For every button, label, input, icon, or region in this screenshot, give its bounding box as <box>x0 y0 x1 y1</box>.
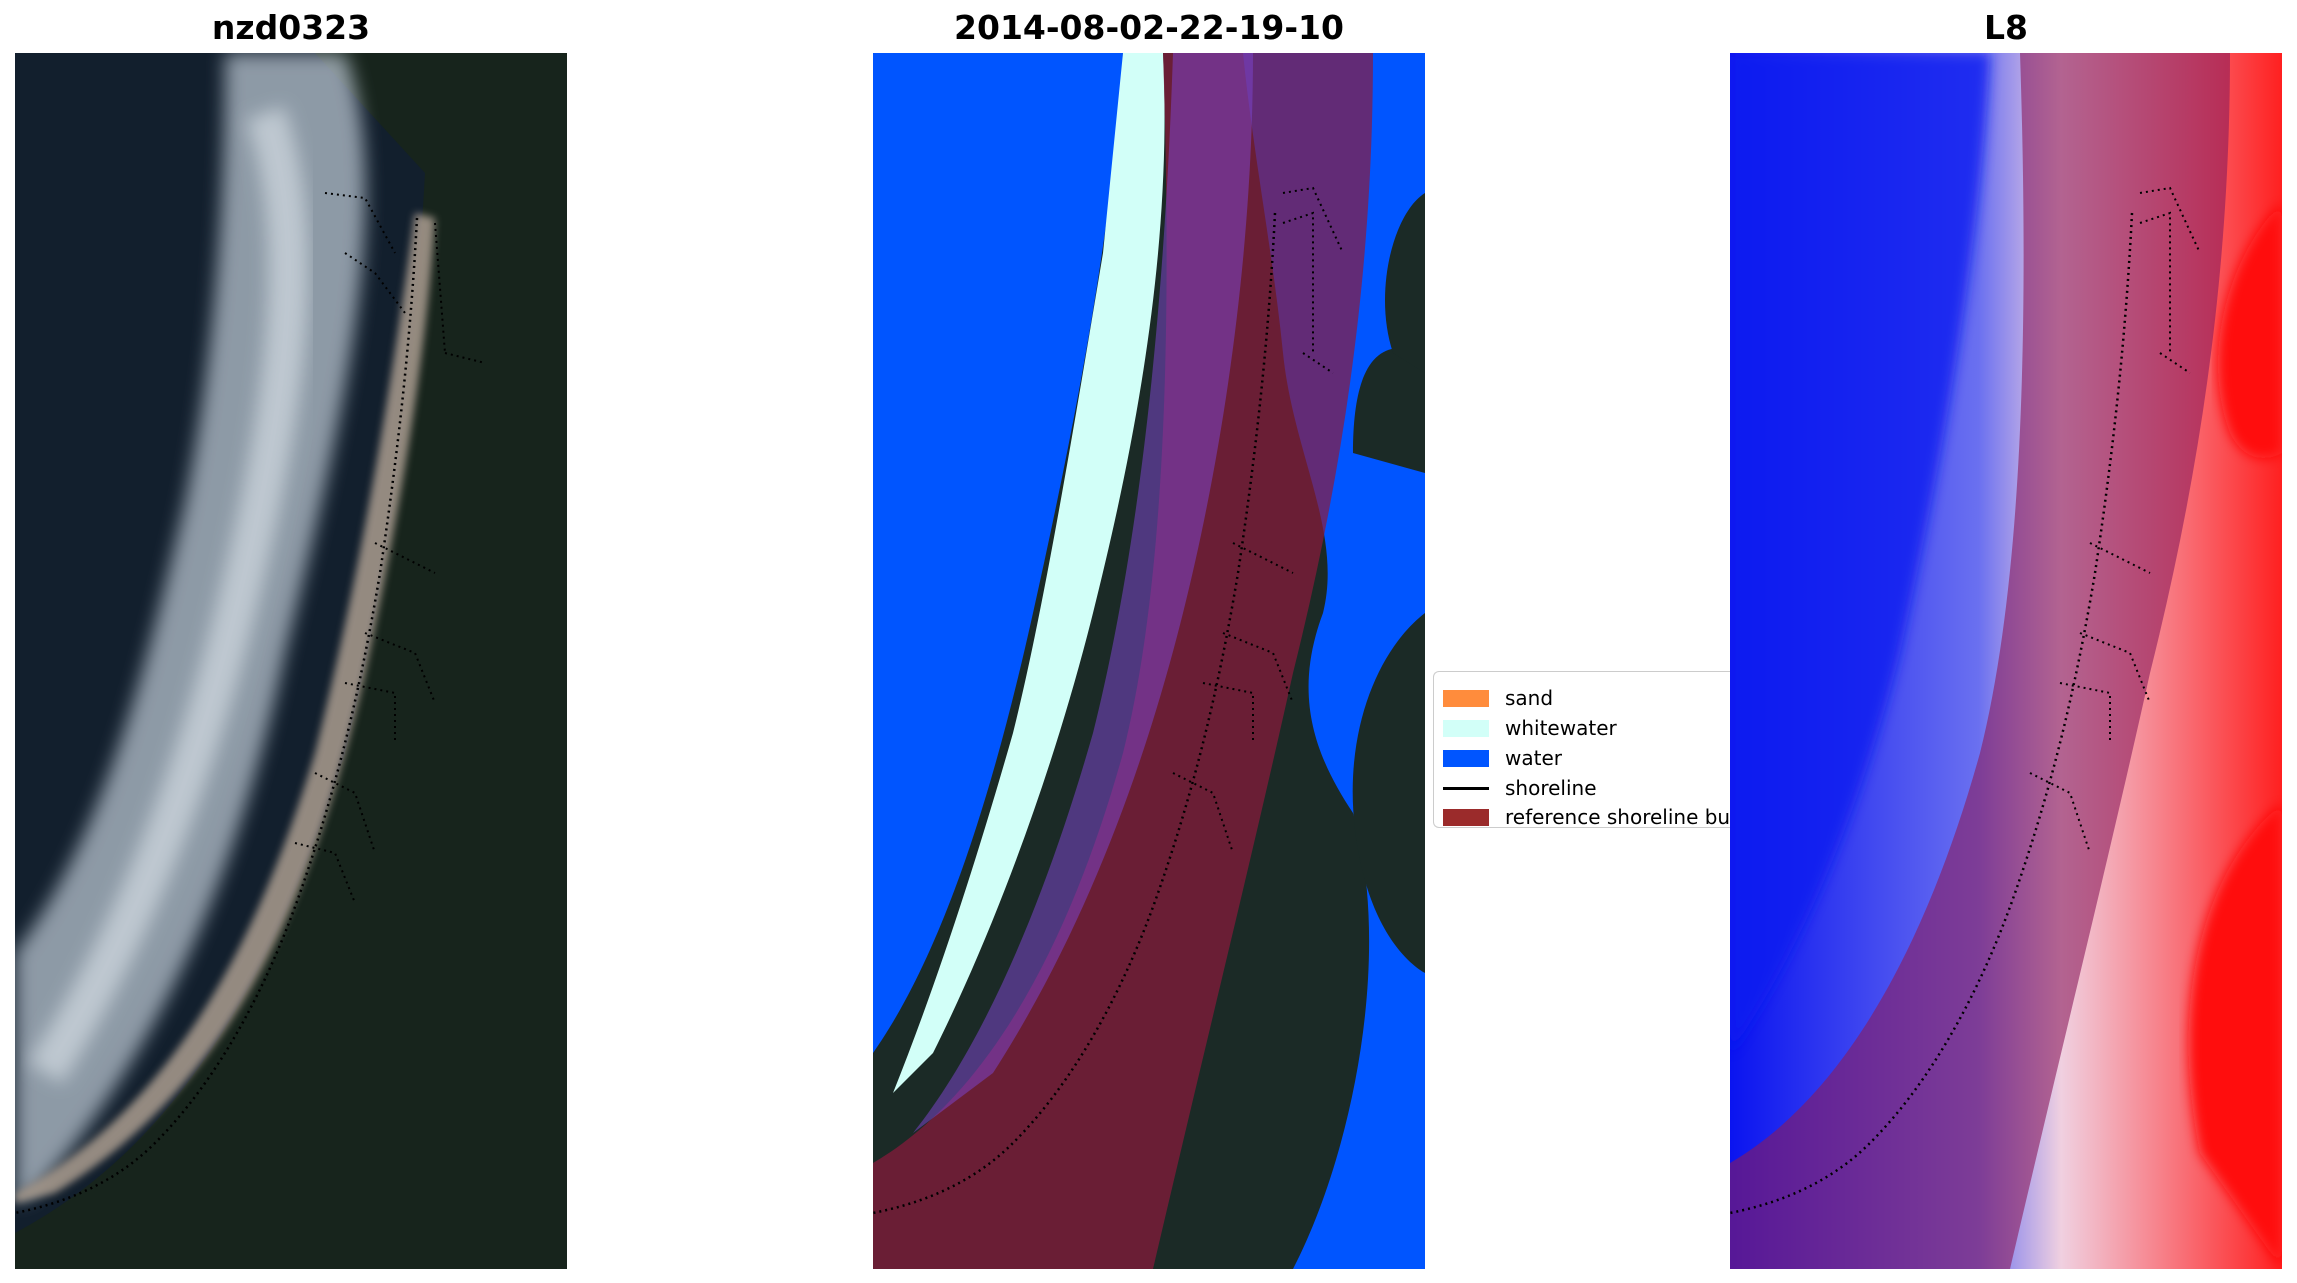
legend-item-water: water <box>1434 743 1562 773</box>
shoreline-index <box>1730 212 2134 1215</box>
legend-item-whitewater: whitewater <box>1434 713 1617 743</box>
panel-title-classified: 2014-08-02-22-19-10 <box>954 8 1344 47</box>
panel-title-index: L8 <box>1984 8 2028 47</box>
legend-swatch-sand <box>1443 689 1489 707</box>
index-image-panel <box>1730 53 2282 1269</box>
legend: sand whitewater water shoreline referenc… <box>1433 671 1733 828</box>
panel-title-rgb: nzd0323 <box>211 8 371 47</box>
legend-item-shoreline: shoreline <box>1434 773 1597 803</box>
legend-label-sand: sand <box>1505 686 1554 710</box>
legend-item-sand: sand <box>1434 683 1553 713</box>
legend-label-whitewater: whitewater <box>1505 716 1617 740</box>
legend-swatch-reference-buffer <box>1443 808 1489 826</box>
rgb-image <box>15 53 567 1269</box>
legend-swatch-water <box>1443 749 1489 767</box>
legend-label-shoreline: shoreline <box>1505 776 1597 800</box>
classified-image-panel <box>873 53 1425 1269</box>
classified-image <box>873 53 1425 1269</box>
class-whitewater <box>893 53 1165 1093</box>
reference-buffer <box>873 53 1373 1269</box>
legend-swatch-whitewater <box>1443 719 1489 737</box>
class-water <box>873 53 1123 1053</box>
legend-item-reference-buffer: reference shoreline bu <box>1434 802 1731 828</box>
shoreline-rgb <box>15 217 419 1215</box>
reference-buffer-index <box>1730 53 2230 1269</box>
legend-label-reference-buffer: reference shoreline bu <box>1505 805 1731 828</box>
index-image <box>1730 53 2282 1269</box>
legend-label-water: water <box>1505 746 1562 770</box>
shoreline-classified <box>873 212 1277 1215</box>
legend-line-shoreline <box>1443 786 1489 790</box>
rgb-image-panel <box>15 53 567 1269</box>
beach-strip <box>15 213 435 1203</box>
